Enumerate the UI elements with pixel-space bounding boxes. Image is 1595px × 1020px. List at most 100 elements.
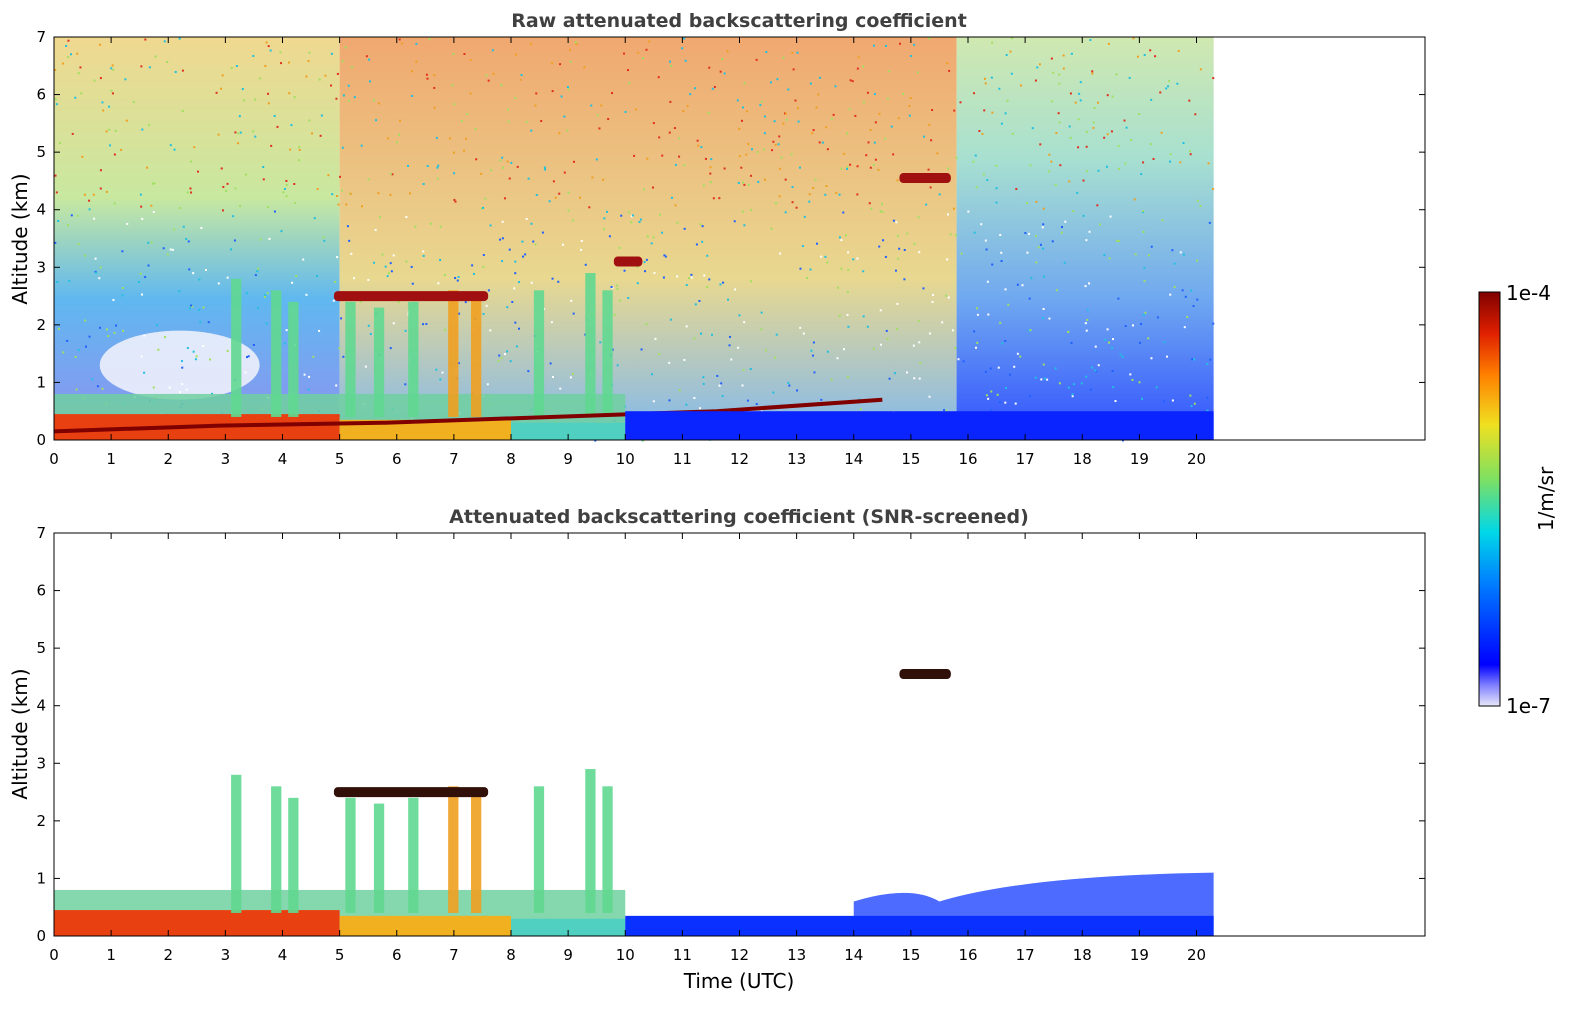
- noise-speckle: [1004, 112, 1007, 115]
- noise-speckle: [885, 329, 888, 332]
- noise-speckle: [485, 304, 488, 307]
- noise-speckle: [389, 262, 392, 265]
- noise-speckle: [377, 102, 380, 105]
- noise-speckle: [1184, 295, 1187, 298]
- noise-speckle: [76, 52, 79, 55]
- noise-speckle: [99, 77, 102, 80]
- noise-speckle: [704, 157, 707, 160]
- noise-speckle: [234, 131, 237, 134]
- noise-speckle: [140, 205, 143, 208]
- noise-speckle: [254, 274, 257, 277]
- x-tick-label: 2: [163, 946, 173, 964]
- noise-speckle: [387, 272, 390, 275]
- noise-speckle: [1106, 133, 1109, 136]
- noise-speckle: [516, 165, 519, 168]
- noise-speckle: [121, 287, 124, 290]
- x-axis-label: Time (UTC): [683, 969, 795, 993]
- noise-speckle: [81, 155, 84, 158]
- noise-speckle: [453, 103, 456, 106]
- noise-speckle: [322, 236, 325, 239]
- noise-speckle: [489, 224, 492, 227]
- noise-speckle: [722, 281, 725, 284]
- noise-speckle: [982, 173, 985, 176]
- noise-speckle: [515, 345, 518, 348]
- y-tick-label: 6: [36, 582, 46, 600]
- noise-speckle: [792, 68, 795, 71]
- noise-speckle: [618, 246, 621, 249]
- noise-speckle: [608, 235, 611, 238]
- noise-speckle: [849, 79, 852, 82]
- noise-speckle: [295, 275, 298, 278]
- noise-speckle: [88, 208, 91, 211]
- noise-speckle: [551, 90, 554, 93]
- noise-speckle: [638, 220, 641, 223]
- noise-speckle: [1177, 49, 1180, 52]
- x-tick-label: 12: [730, 946, 749, 964]
- noise-speckle: [518, 327, 521, 330]
- noise-speckle: [335, 384, 338, 387]
- cloud-layer: [333, 787, 489, 798]
- noise-speckle: [1104, 338, 1107, 341]
- noise-speckle: [775, 333, 778, 336]
- noise-speckle: [211, 392, 214, 395]
- noise-speckle: [989, 367, 992, 370]
- y-tick-label: 7: [36, 524, 46, 542]
- noise-speckle: [590, 104, 593, 107]
- noise-speckle: [422, 183, 425, 186]
- noise-speckle: [148, 66, 151, 69]
- noise-speckle: [709, 181, 712, 184]
- noise-speckle: [862, 270, 865, 273]
- noise-speckle: [1089, 388, 1092, 391]
- x-tick-label: 15: [901, 450, 920, 468]
- noise-speckle: [1159, 91, 1162, 94]
- noise-speckle: [58, 142, 61, 145]
- noise-speckle: [720, 382, 723, 385]
- noise-speckle: [1042, 275, 1045, 278]
- x-tick-label: 9: [563, 946, 573, 964]
- noise-speckle: [342, 355, 345, 358]
- noise-speckle: [779, 167, 782, 170]
- noise-speckle: [1186, 315, 1189, 318]
- noise-speckle: [1077, 118, 1080, 121]
- noise-speckle: [803, 215, 806, 218]
- noise-speckle: [975, 186, 978, 189]
- noise-speckle: [1142, 161, 1145, 164]
- noise-speckle: [1165, 87, 1168, 90]
- noise-speckle: [439, 258, 442, 261]
- noise-speckle: [1076, 191, 1079, 194]
- noise-speckle: [1140, 322, 1143, 325]
- noise-speckle: [852, 258, 855, 261]
- noise-speckle: [475, 158, 478, 161]
- noise-speckle: [252, 344, 255, 347]
- noise-speckle: [428, 38, 431, 41]
- noise-speckle: [663, 254, 666, 257]
- noise-speckle: [55, 103, 58, 106]
- noise-speckle: [896, 234, 899, 237]
- noise-speckle: [503, 197, 506, 200]
- noise-speckle: [518, 281, 521, 284]
- noise-speckle: [456, 279, 459, 282]
- noise-speckle: [197, 170, 200, 173]
- noise-speckle: [439, 378, 442, 381]
- x-tick-label: 0: [49, 450, 59, 468]
- noise-speckle: [137, 281, 140, 284]
- noise-speckle: [759, 104, 762, 107]
- noise-speckle: [678, 137, 681, 140]
- noise-speckle: [510, 161, 513, 164]
- noise-speckle: [246, 356, 249, 359]
- convective-plume: [345, 301, 356, 417]
- noise-speckle: [996, 393, 999, 396]
- noise-speckle: [568, 48, 571, 51]
- noise-speckle: [683, 164, 686, 167]
- noise-speckle: [563, 115, 566, 118]
- noise-speckle: [202, 344, 205, 347]
- noise-speckle: [1143, 54, 1146, 57]
- noise-speckle: [945, 409, 948, 412]
- noise-speckle: [669, 60, 672, 63]
- noise-speckle: [94, 257, 97, 260]
- noise-speckle: [435, 136, 438, 139]
- noise-speckle: [815, 106, 818, 109]
- noise-speckle: [932, 293, 935, 296]
- noise-speckle: [1068, 180, 1071, 183]
- noise-speckle: [70, 53, 73, 56]
